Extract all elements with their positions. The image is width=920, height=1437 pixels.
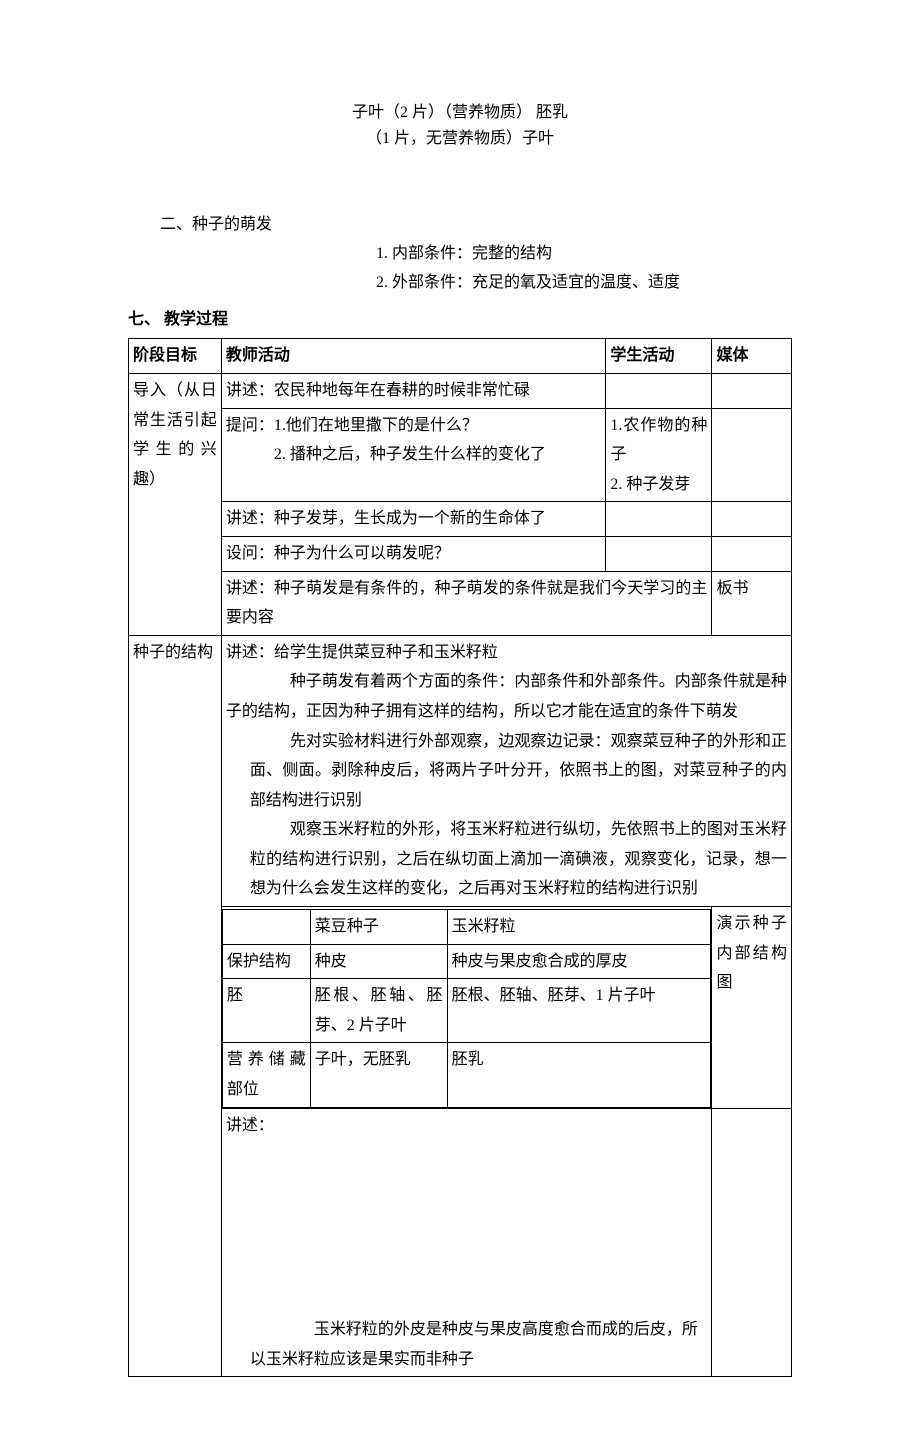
intro-row-3: 讲述：种子发芽，生长成为一个新的生命体了	[129, 502, 792, 537]
section-two: 二、种子的萌发 1. 内部条件：完整的结构 2. 外部条件：充足的氧及适宜的温度…	[128, 211, 792, 297]
inner-r3c2: 子叶，无胚乳	[310, 1043, 447, 1107]
inner-header: 菜豆种子 玉米籽粒	[222, 910, 711, 945]
text-1: 内部条件：完整的结构	[392, 245, 552, 262]
seed-final-2: 以玉米籽粒应该是果实而非种子	[226, 1345, 708, 1375]
seed-final-1: 玉米籽粒的外皮是种皮与果皮高度愈合而成的后皮，所	[226, 1315, 708, 1345]
intro-row-5: 讲述：种子萌发是有条件的，种子萌发的条件就是我们今天学习的主要内容 板书	[129, 571, 792, 635]
intro-r2-teacher-a: 提问：1.他们在地里撒下的是什么？	[226, 411, 602, 441]
seed-p1: 种子萌发有着两个方面的条件：内部条件和外部条件。内部条件就是种子的结构，正因为种…	[226, 667, 787, 726]
seed-r3-media	[712, 1108, 792, 1377]
intro-r4-teacher: 设问：种子为什么可以萌发呢？	[221, 536, 606, 571]
condition-1: 1. 内部条件：完整的结构	[376, 240, 792, 269]
seed-media: 演示种子内部结构图	[712, 907, 792, 1109]
intro-r2-teacher-b: 2. 播种之后，种子发生什么样的变化了	[226, 440, 602, 470]
inner-r2: 胚 胚根、胚轴、胚芽、2 片子叶 胚根、胚轴、胚芽、1 片子叶	[222, 979, 711, 1043]
blank-space	[226, 1140, 708, 1315]
intro-r1-media	[712, 373, 792, 408]
num-2: 2.	[376, 274, 388, 291]
seed-p3: 观察玉米籽粒的外形，将玉米籽粒进行纵切，先依照书上的图对玉米籽粒的结构进行识别，…	[250, 815, 787, 904]
inner-h1	[222, 910, 310, 945]
seed-after: 讲述：	[226, 1111, 708, 1141]
inner-r2c3: 胚根、胚轴、胚芽、1 片子叶	[447, 979, 711, 1043]
seed-row-2: 菜豆种子 玉米籽粒 保护结构 种皮 种皮与果皮愈合成的厚皮 胚 胚根、胚轴、胚芽…	[129, 907, 792, 1109]
intro-r2-student-a: 1.农作物的种子	[610, 411, 707, 470]
seed-intro-cell: 讲述：给学生提供菜豆种子和玉米籽粒 种子萌发有着两个方面的条件：内部条件和外部条…	[221, 635, 791, 906]
text-2: 外部条件：充足的氧及适宜的温度、适度	[392, 274, 680, 291]
inner-r2c1: 胚	[222, 979, 310, 1043]
intro-r4-student	[606, 536, 712, 571]
inner-table-cell: 菜豆种子 玉米籽粒 保护结构 种皮 种皮与果皮愈合成的厚皮 胚 胚根、胚轴、胚芽…	[221, 907, 712, 1109]
intro-r5-teacher: 讲述：种子萌发是有条件的，种子萌发的条件就是我们今天学习的主要内容	[221, 571, 712, 635]
top-line-2: （1 片，无营养物质）子叶	[128, 126, 792, 152]
top-line-1: 子叶（2 片）（营养物质） 胚乳	[128, 100, 792, 126]
comparison-table: 菜豆种子 玉米籽粒 保护结构 种皮 种皮与果皮愈合成的厚皮 胚 胚根、胚轴、胚芽…	[222, 909, 712, 1108]
seed-after-cell: 讲述： 玉米籽粒的外皮是种皮与果皮高度愈合而成的后皮，所 以玉米籽粒应该是果实而…	[221, 1108, 712, 1377]
intro-r2-media	[712, 408, 792, 502]
intro-r4-media	[712, 536, 792, 571]
header-media: 媒体	[712, 339, 792, 374]
intro-row-4: 设问：种子为什么可以萌发呢？	[129, 536, 792, 571]
inner-r1c3: 种皮与果皮愈合成的厚皮	[447, 944, 711, 979]
heading-seven: 七、 教学过程	[128, 306, 792, 335]
header-stage: 阶段目标	[129, 339, 222, 374]
intro-r1-teacher: 讲述：农民种地每年在春耕的时候非常忙碌	[221, 373, 606, 408]
top-notes: 子叶（2 片）（营养物质） 胚乳 （1 片，无营养物质）子叶	[128, 100, 792, 151]
intro-r3-teacher: 讲述：种子发芽，生长成为一个新的生命体了	[221, 502, 606, 537]
inner-r3c1: 营养储藏部位	[222, 1043, 310, 1107]
seed-row-3: 讲述： 玉米籽粒的外皮是种皮与果皮高度愈合而成的后皮，所 以玉米籽粒应该是果实而…	[129, 1108, 792, 1377]
seed-p2: 先对实验材料进行外部观察，边观察边记录：观察菜豆种子的外形和正面、侧面。剥除种皮…	[250, 727, 787, 816]
inner-r1: 保护结构 种皮 种皮与果皮愈合成的厚皮	[222, 944, 711, 979]
intro-row-1: 导入（从日常生活引起学生的兴趣） 讲述：农民种地每年在春耕的时候非常忙碌	[129, 373, 792, 408]
inner-h2: 菜豆种子	[310, 910, 447, 945]
intro-r1-student	[606, 373, 712, 408]
intro-stage: 导入（从日常生活引起学生的兴趣）	[129, 373, 222, 635]
seed-stage: 种子的结构	[129, 635, 222, 1377]
seed-intro: 讲述：给学生提供菜豆种子和玉米籽粒	[226, 638, 787, 668]
intro-r3-media	[712, 502, 792, 537]
intro-r2-student-b: 2. 种子发芽	[610, 470, 707, 500]
header-teacher: 教师活动	[221, 339, 606, 374]
num-1: 1.	[376, 245, 388, 262]
lesson-table: 阶段目标 教师活动 学生活动 媒体 导入（从日常生活引起学生的兴趣） 讲述：农民…	[128, 338, 792, 1377]
intro-r2-teacher: 提问：1.他们在地里撒下的是什么？ 2. 播种之后，种子发生什么样的变化了	[221, 408, 606, 502]
inner-r2c2: 胚根、胚轴、胚芽、2 片子叶	[310, 979, 447, 1043]
header-row: 阶段目标 教师活动 学生活动 媒体	[129, 339, 792, 374]
seed-row-1: 种子的结构 讲述：给学生提供菜豆种子和玉米籽粒 种子萌发有着两个方面的条件：内部…	[129, 635, 792, 906]
intro-row-2: 提问：1.他们在地里撒下的是什么？ 2. 播种之后，种子发生什么样的变化了 1.…	[129, 408, 792, 502]
intro-r2-student: 1.农作物的种子 2. 种子发芽	[606, 408, 712, 502]
inner-r3: 营养储藏部位 子叶，无胚乳 胚乳	[222, 1043, 711, 1107]
header-student: 学生活动	[606, 339, 712, 374]
inner-r3c3: 胚乳	[447, 1043, 711, 1107]
inner-r1c2: 种皮	[310, 944, 447, 979]
intro-r5-media: 板书	[712, 571, 792, 635]
inner-r1c1: 保护结构	[222, 944, 310, 979]
inner-h3: 玉米籽粒	[447, 910, 711, 945]
section-two-title: 二、种子的萌发	[128, 211, 792, 240]
intro-r3-student	[606, 502, 712, 537]
condition-2: 2. 外部条件：充足的氧及适宜的温度、适度	[376, 269, 792, 298]
